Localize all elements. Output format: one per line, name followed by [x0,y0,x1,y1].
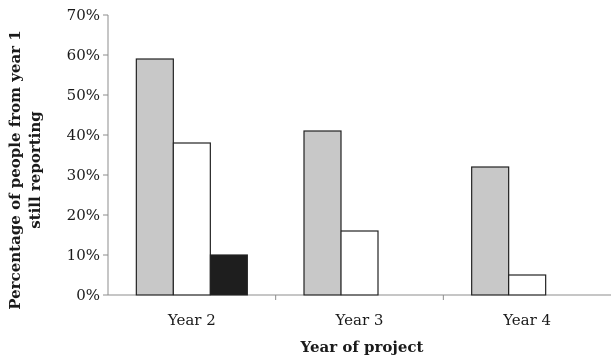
bar [172,142,211,296]
y-axis-title-line-2: still reporting [26,111,44,229]
y-tick-label: 10% [67,246,100,264]
x-tick-label: Year 4 [502,311,551,329]
y-axis-title-line-1: Percentage of people from year 1 [6,30,24,309]
bar [303,130,342,296]
bar [209,254,248,296]
y-tick-label: 50% [67,86,100,104]
y-tick-label: 30% [67,166,100,184]
y-axis-title: Percentage of people from year 1 still r… [6,30,44,309]
bar [471,166,510,296]
y-tick-label: 70% [67,6,100,24]
x-tick-label: Year 3 [335,311,384,329]
bar [508,274,547,296]
y-tick-label: 0% [76,286,100,304]
bar [135,58,174,296]
bar [340,230,379,296]
y-tick-label: 60% [67,46,100,64]
plot-area: 0% 10% 20% 30% 40% 50% 60% 70% Year 2 Year 3 Year … [67,6,611,329]
y-tick-label: 20% [67,206,100,224]
x-axis-title: Year of project [300,338,424,356]
x-tick-label: Year 2 [167,311,216,329]
y-tick-label: 40% [67,126,100,144]
